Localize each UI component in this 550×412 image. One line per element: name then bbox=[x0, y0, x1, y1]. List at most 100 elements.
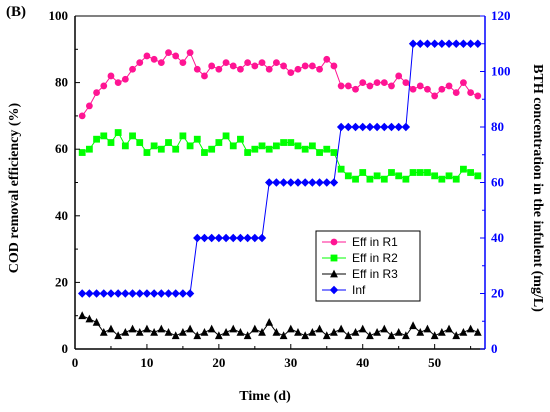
data-point bbox=[322, 331, 331, 340]
data-point bbox=[380, 79, 388, 86]
data-point bbox=[438, 175, 446, 183]
x-tick-label: 20 bbox=[212, 355, 225, 370]
data-point bbox=[258, 59, 266, 67]
data-point bbox=[258, 142, 266, 150]
data-point bbox=[452, 175, 460, 183]
right-y-tick-label: 0 bbox=[491, 341, 498, 356]
data-point bbox=[229, 324, 238, 333]
data-point bbox=[100, 82, 108, 90]
right-y-tick-label: 80 bbox=[491, 119, 504, 134]
data-point bbox=[372, 122, 382, 132]
data-point bbox=[251, 145, 259, 153]
data-point bbox=[308, 178, 317, 187]
data-point bbox=[164, 289, 173, 298]
data-point bbox=[85, 145, 93, 153]
data-point bbox=[300, 178, 310, 187]
data-point bbox=[265, 145, 273, 153]
legend: Eff in R1 Eff in R2 Eff in R3 Inf bbox=[315, 230, 421, 302]
series-eff-in-r3 bbox=[78, 311, 482, 340]
data-point bbox=[107, 139, 115, 146]
x-tick-label: 10 bbox=[140, 355, 153, 370]
data-point bbox=[308, 327, 317, 336]
data-point bbox=[149, 289, 159, 298]
data-point bbox=[128, 324, 137, 333]
data-point bbox=[129, 65, 136, 73]
data-point bbox=[150, 55, 158, 63]
data-point bbox=[121, 289, 130, 298]
data-point bbox=[409, 169, 417, 176]
left-y-tick-label: 60 bbox=[55, 141, 68, 156]
data-point bbox=[366, 331, 374, 340]
data-point bbox=[200, 233, 209, 243]
data-point bbox=[237, 135, 244, 143]
data-point bbox=[106, 289, 116, 298]
data-point bbox=[308, 142, 316, 150]
data-point bbox=[337, 82, 345, 90]
data-point bbox=[423, 39, 432, 48]
data-point bbox=[445, 172, 453, 180]
data-point bbox=[423, 324, 432, 333]
data-point bbox=[416, 82, 424, 90]
data-point bbox=[265, 65, 273, 73]
right-y-tick-label: 20 bbox=[491, 286, 504, 301]
data-point bbox=[416, 169, 424, 176]
data-point bbox=[207, 233, 216, 243]
data-point bbox=[201, 72, 208, 80]
data-point bbox=[143, 149, 151, 156]
data-point bbox=[424, 85, 431, 93]
data-point bbox=[229, 233, 238, 243]
data-point bbox=[142, 289, 152, 298]
series-inf bbox=[77, 39, 483, 298]
data-point bbox=[467, 89, 475, 96]
left-y-tick-label: 80 bbox=[55, 75, 68, 90]
legend-marker bbox=[330, 254, 338, 262]
data-point bbox=[279, 178, 288, 187]
x-tick-label: 40 bbox=[356, 355, 369, 370]
data-point bbox=[280, 62, 287, 70]
left-y-tick-label: 0 bbox=[62, 341, 69, 356]
data-point bbox=[387, 331, 396, 340]
data-point bbox=[359, 169, 367, 176]
data-point bbox=[178, 327, 187, 336]
x-tick-label: 30 bbox=[284, 355, 297, 370]
data-point bbox=[179, 132, 187, 140]
data-point bbox=[402, 175, 410, 183]
data-point bbox=[293, 178, 303, 187]
left-y-tick-label: 40 bbox=[55, 208, 68, 223]
data-point bbox=[107, 324, 115, 333]
data-point bbox=[78, 112, 86, 120]
data-point bbox=[200, 327, 209, 336]
data-point bbox=[273, 59, 280, 67]
data-point bbox=[92, 289, 101, 298]
data-point bbox=[201, 149, 208, 156]
data-point bbox=[165, 49, 172, 57]
data-point bbox=[394, 327, 403, 336]
data-point bbox=[351, 122, 360, 132]
data-point bbox=[452, 331, 461, 340]
data-point bbox=[287, 139, 295, 146]
data-point bbox=[171, 331, 180, 340]
data-point bbox=[460, 79, 467, 86]
data-point bbox=[186, 49, 194, 57]
right-y-axis-title: BTH concentration in the infulent (mg/L) bbox=[530, 64, 545, 312]
legend-marker bbox=[330, 269, 338, 278]
right-y-tick-label: 40 bbox=[491, 230, 504, 245]
legend-label: Inf bbox=[352, 283, 366, 297]
data-point bbox=[294, 65, 302, 73]
data-point bbox=[308, 62, 316, 70]
data-point bbox=[179, 59, 187, 67]
data-point bbox=[135, 289, 144, 298]
data-point bbox=[330, 327, 338, 336]
series-eff-in-r2 bbox=[78, 129, 482, 183]
data-point bbox=[402, 79, 410, 86]
data-point bbox=[344, 172, 352, 180]
data-point bbox=[265, 178, 274, 187]
data-point bbox=[359, 79, 367, 86]
data-point bbox=[301, 331, 310, 340]
data-point bbox=[459, 327, 468, 336]
data-point bbox=[401, 122, 411, 132]
data-point bbox=[336, 122, 346, 132]
data-point bbox=[380, 122, 389, 132]
data-point bbox=[437, 39, 447, 48]
